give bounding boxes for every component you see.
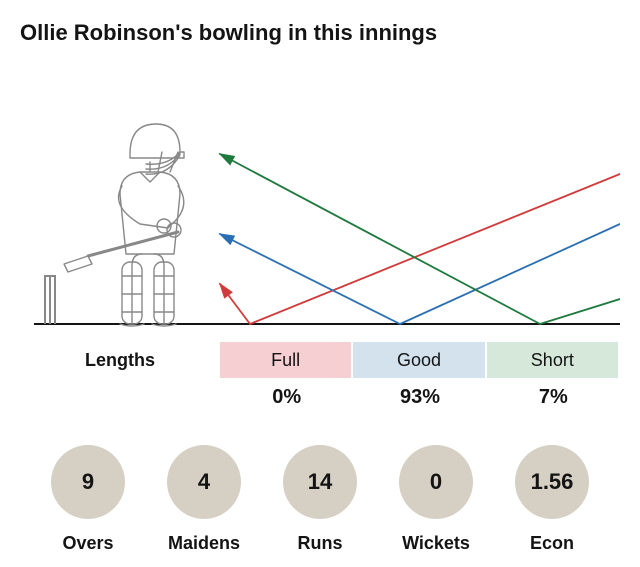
- stat-label-wickets: Wickets: [402, 533, 470, 554]
- stat-value-wickets: 0: [399, 445, 473, 519]
- stat-value-maidens: 4: [167, 445, 241, 519]
- length-zone-short: Short: [487, 342, 620, 378]
- pitch-diagram: [20, 64, 620, 344]
- stat-label-econ: Econ: [530, 533, 574, 554]
- stat-maidens: 4 Maidens: [167, 445, 241, 554]
- stat-econ: 1.56 Econ: [515, 445, 589, 554]
- length-row: Lengths Full Good Short: [20, 342, 620, 378]
- stat-label-overs: Overs: [62, 533, 113, 554]
- pct-full: 0%: [220, 386, 353, 409]
- pct-short: 7%: [487, 386, 620, 409]
- bowling-infographic: Ollie Robinson's bowling in this innings…: [0, 0, 640, 567]
- length-zone-full: Full: [220, 342, 353, 378]
- stat-wickets: 0 Wickets: [399, 445, 473, 554]
- stat-value-overs: 9: [51, 445, 125, 519]
- pitch-svg: [20, 64, 620, 344]
- stat-value-runs: 14: [283, 445, 357, 519]
- pct-row: 0% 93% 7%: [20, 386, 620, 409]
- stat-label-maidens: Maidens: [168, 533, 240, 554]
- pct-good: 93%: [353, 386, 486, 409]
- lengths-label: Lengths: [20, 342, 220, 378]
- length-zone-good: Good: [353, 342, 486, 378]
- stat-overs: 9 Overs: [51, 445, 125, 554]
- stat-value-econ: 1.56: [515, 445, 589, 519]
- chart-title: Ollie Robinson's bowling in this innings: [20, 20, 620, 46]
- stat-label-runs: Runs: [298, 533, 343, 554]
- stats-row: 9 Overs 4 Maidens 14 Runs 0 Wickets 1.56…: [20, 445, 620, 554]
- pct-spacer: [20, 386, 220, 409]
- stat-runs: 14 Runs: [283, 445, 357, 554]
